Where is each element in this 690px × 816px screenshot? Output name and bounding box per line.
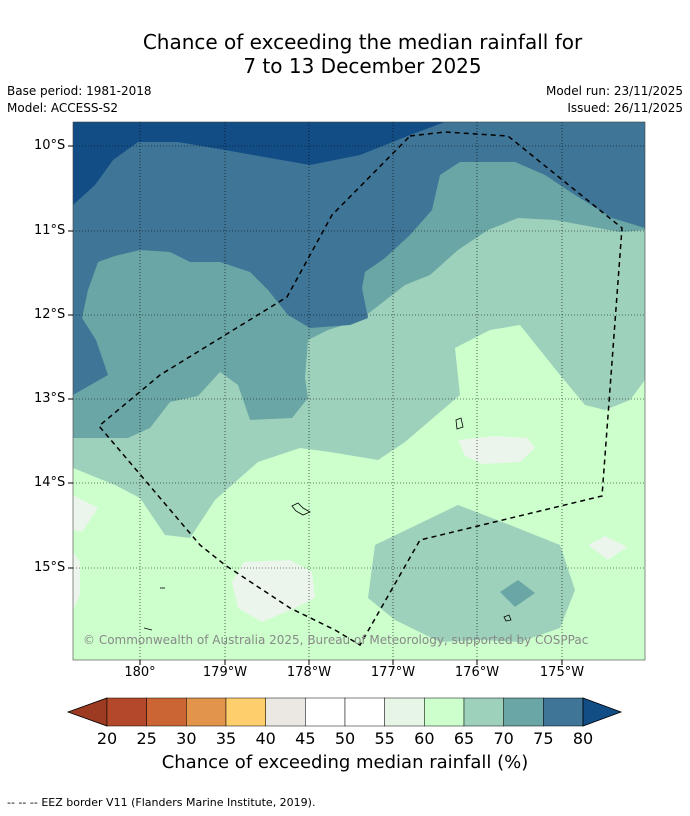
islands — [143, 417, 512, 631]
colorbar-tick-label: 25 — [136, 729, 157, 748]
map-title: Chance of exceeding the median rainfall … — [0, 30, 690, 78]
colorbar-extend-high — [582, 697, 623, 727]
island-2 — [291, 502, 311, 516]
island-1 — [455, 417, 464, 430]
contour-65-70-south — [368, 505, 575, 642]
colorbar-bin — [424, 697, 465, 727]
contour-80-plus — [73, 122, 445, 205]
lat-label-12s: 12°S — [34, 307, 66, 322]
copyright-text: © Commonwealth of Australia 2025, Bureau… — [83, 633, 589, 647]
lon-label-180: 180° — [124, 665, 156, 680]
contour-50-60-patch-3 — [588, 536, 627, 560]
lon-label-176w: 176°W — [454, 665, 500, 680]
colorbar-bin — [106, 697, 147, 727]
lon-label-178w: 178°W — [286, 665, 332, 680]
eez-legend-label: EEZ border V11 (Flanders Marine Institut… — [41, 796, 316, 809]
lat-label-11s: 11°S — [34, 223, 66, 238]
lon-label-177w: 177°W — [370, 665, 416, 680]
contour-50-60-patch-5 — [73, 552, 80, 610]
model-run: Model run: 23/11/2025 — [545, 84, 683, 98]
colorbar-tick-label: 30 — [176, 729, 197, 748]
colorbar-tick-label: 75 — [533, 729, 554, 748]
colorbar-bin — [503, 697, 544, 727]
lon-label-175w: 175°W — [539, 665, 585, 680]
base-period: Base period: 1981-2018 — [7, 84, 152, 98]
colorbar-bin — [543, 697, 584, 727]
lon-label-179w: 179°W — [202, 665, 248, 680]
eez-legend-dashes: -- -- -- — [7, 796, 38, 809]
colorbar-tick-label: 20 — [96, 729, 118, 748]
issued-date: Issued: 26/11/2025 — [567, 101, 683, 115]
map-frame — [72, 121, 646, 661]
colorbar-tick-label: 40 — [255, 729, 276, 748]
colorbar-bin — [146, 697, 187, 727]
contour-50-60-patch-4 — [73, 495, 98, 532]
eez-border — [97, 131, 623, 647]
island-4 — [143, 627, 153, 631]
colorbar-extend-low — [66, 697, 108, 727]
footer-legend: -- -- -- EEZ border V11 (Flanders Marine… — [7, 796, 315, 809]
colorbar-bin — [305, 697, 346, 727]
map-plot-area — [73, 122, 645, 660]
colorbar-tick-label: 80 — [572, 729, 594, 748]
colorbar-bin — [384, 697, 425, 727]
colorbar — [66, 697, 623, 727]
island-3 — [503, 614, 512, 622]
colorbar-bin — [344, 697, 385, 727]
colorbar-bin — [463, 697, 504, 727]
meta-right: Model run: 23/11/2025 Issued: 26/11/2025 — [546, 83, 683, 117]
colorbar-bin — [225, 697, 266, 727]
lat-label-13s: 13°S — [34, 391, 66, 406]
colorbar-title: Chance of exceeding median rainfall (%) — [161, 752, 529, 773]
colorbar-tick-label: 70 — [493, 729, 514, 748]
colorbar-tick-label: 35 — [215, 729, 237, 748]
colorbar-bin — [186, 697, 227, 727]
axis-ticks — [68, 145, 563, 665]
colorbar-tick-label: 65 — [453, 729, 475, 748]
lat-label-14s: 14°S — [34, 475, 66, 490]
graticule — [73, 122, 645, 660]
contour-50-60-patch-2 — [232, 560, 315, 622]
colorbar-tick-label: 55 — [374, 729, 395, 748]
lat-label-15s: 15°S — [34, 560, 66, 575]
model-name: Model: ACCESS-S2 — [7, 101, 119, 115]
meta-left: Base period: 1981-2018 Model: ACCESS-S2 — [7, 83, 152, 117]
title-line-1: Chance of exceeding the median rainfall … — [142, 30, 583, 54]
colorbar-tick-label: 50 — [334, 729, 356, 748]
contour-70-75-patch — [500, 580, 535, 607]
contour-75-80 — [73, 122, 645, 395]
lat-label-10s: 10°S — [34, 138, 66, 153]
colorbar-tick-label: 60 — [414, 729, 435, 748]
colorbar-bin — [265, 697, 306, 727]
title-line-2: 7 to 13 December 2025 — [243, 54, 482, 78]
colorbar-tick-label: 45 — [295, 729, 316, 748]
